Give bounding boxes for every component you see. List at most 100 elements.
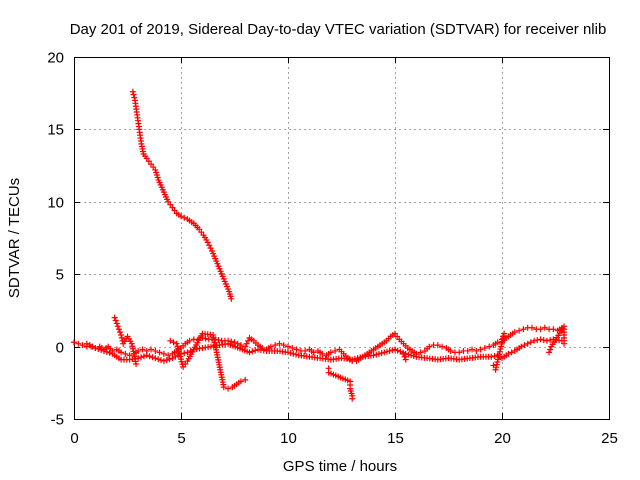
data-point [373, 351, 380, 358]
data-point [285, 343, 291, 350]
data-point [285, 349, 291, 356]
data-point [546, 349, 553, 356]
data-point [310, 349, 317, 356]
data-point [505, 350, 512, 357]
data-point [155, 356, 162, 363]
y-tick-label: 5 [56, 267, 64, 284]
data-point [537, 326, 544, 333]
data-point [225, 385, 232, 392]
data-point [426, 343, 433, 350]
data-point [158, 357, 165, 364]
data-point [531, 337, 538, 344]
data-point [491, 353, 498, 360]
data-point [394, 347, 401, 354]
data-point [351, 355, 358, 362]
data-point [511, 329, 518, 336]
data-point [129, 88, 136, 95]
data-point [290, 350, 297, 357]
x-tick-label: 10 [280, 430, 297, 447]
data-point [86, 342, 93, 349]
data-point [83, 340, 90, 347]
data-point [160, 358, 167, 365]
data-point [237, 378, 244, 385]
y-tick-label: 10 [47, 195, 64, 212]
data-point [402, 356, 409, 363]
data-point [527, 339, 534, 346]
data-point [130, 91, 137, 98]
data-point [92, 345, 99, 352]
data-point [135, 355, 142, 362]
data-point [228, 338, 235, 345]
data-point [293, 346, 300, 353]
data-point [302, 347, 309, 354]
x-tick-label: 20 [494, 430, 511, 447]
data-point [289, 345, 296, 352]
data-point [381, 349, 388, 356]
data-points [71, 88, 568, 402]
data-point [245, 337, 252, 344]
data-point [113, 320, 120, 327]
data-point [524, 340, 531, 347]
data-point [228, 295, 235, 302]
data-point [79, 342, 86, 349]
data-point [181, 214, 188, 221]
data-point [349, 356, 356, 363]
data-point [167, 337, 174, 344]
data-point [152, 347, 159, 354]
data-point [354, 355, 361, 362]
data-point [231, 339, 238, 346]
data-point [397, 348, 404, 355]
data-point [149, 354, 156, 361]
data-point [534, 337, 541, 344]
data-point [528, 324, 535, 331]
data-point [160, 350, 167, 357]
data-point [561, 340, 568, 347]
data-point [117, 329, 124, 336]
data-point [115, 326, 122, 333]
data-point [243, 340, 250, 347]
data-point [100, 347, 107, 354]
x-tick-label: 25 [601, 430, 618, 447]
data-point [138, 354, 145, 361]
data-point [332, 347, 339, 354]
data-point [89, 343, 96, 350]
data-point [383, 348, 390, 355]
data-point [276, 340, 283, 347]
data-point [521, 342, 528, 349]
data-point [146, 353, 153, 360]
data-point [165, 352, 172, 359]
y-tick-label: -5 [51, 412, 64, 429]
data-point [389, 347, 396, 354]
data-point [464, 347, 471, 354]
data-point [401, 353, 408, 360]
data-point [249, 348, 256, 355]
y-tick-label: 20 [47, 50, 64, 67]
data-point [287, 350, 294, 357]
data-point [95, 346, 102, 353]
data-point [112, 317, 119, 324]
data-point [166, 356, 173, 363]
data-point [206, 242, 213, 249]
data-point [246, 349, 253, 356]
data-point [537, 336, 544, 343]
data-point [486, 343, 493, 350]
data-point [143, 352, 150, 359]
data-point [156, 349, 163, 356]
y-axis-label: SDTVAR / TECUs [6, 178, 23, 298]
data-point [71, 339, 77, 346]
data-point [547, 346, 554, 353]
data-point [131, 94, 138, 101]
data-point [550, 326, 557, 333]
data-point [75, 340, 82, 347]
data-point [516, 327, 523, 334]
data-point [98, 346, 105, 353]
data-point [118, 349, 125, 356]
data-point [237, 342, 244, 349]
data-point [242, 376, 249, 383]
y-tick-label: 15 [47, 122, 64, 139]
data-point [118, 332, 125, 339]
chart-title: Day 201 of 2019, Sidereal Day-to-day VTE… [70, 21, 607, 38]
data-point [481, 345, 488, 352]
data-point [417, 349, 424, 356]
data-point [252, 347, 259, 354]
